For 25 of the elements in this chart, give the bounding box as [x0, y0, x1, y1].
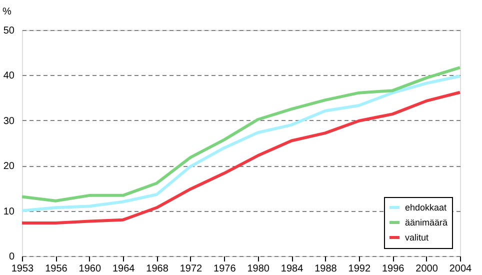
x-tick-label: 1984 [280, 264, 304, 274]
x-tick-label: 1964 [112, 264, 136, 274]
x-tick-label: 1953 [11, 264, 34, 274]
x-tick-label: 1972 [180, 264, 203, 274]
y-axis-title: % [2, 6, 12, 18]
x-tick-label: 1976 [214, 264, 236, 274]
legend-label: valitut [405, 232, 430, 242]
x-tick-label: 1968 [146, 264, 169, 274]
x-tick-label: 2004 [449, 264, 472, 274]
x-tick-label: 1996 [382, 264, 405, 274]
y-tick-label: 0 [8, 252, 15, 262]
legend-label: äänimäärä [405, 218, 448, 228]
y-tick-label: 40 [3, 70, 15, 82]
x-tick-label: 1960 [78, 264, 102, 274]
line-series [20, 90, 462, 225]
x-tick-label: 1988 [314, 264, 338, 274]
x-tick-label: 1980 [247, 264, 270, 274]
y-tick-label: 50 [3, 26, 15, 36]
x-tick-label: 2000 [416, 264, 438, 274]
y-tick-label: 20 [3, 161, 15, 172]
y-tick-label: 10 [3, 206, 15, 218]
legend-label: ehdokkaat [405, 202, 448, 212]
y-tick-label: 30 [3, 116, 15, 127]
x-tick-label: 1956 [45, 264, 68, 274]
x-tick-label: 1992 [348, 264, 371, 274]
